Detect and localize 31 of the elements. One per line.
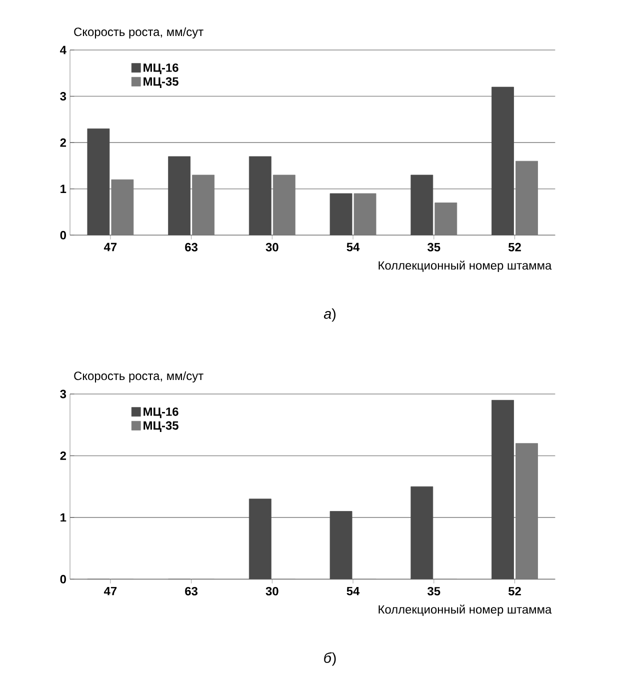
x-tick-label: 30 xyxy=(266,242,278,252)
y-tick-label: 0 xyxy=(60,230,66,240)
y-tick-label: 2 xyxy=(60,452,66,460)
legend-label: МЦ-35 xyxy=(144,421,178,432)
y-tick-label: 3 xyxy=(60,92,66,101)
x-tick-label: 63 xyxy=(185,586,198,596)
y-tick-label: 4 xyxy=(60,46,66,54)
legend-label: МЦ-35 xyxy=(144,77,178,88)
x-tick-label: 54 xyxy=(346,242,360,252)
text: б) xyxy=(324,652,336,666)
legend-label: МЦ-16 xyxy=(144,407,178,418)
x-tick-label: 47 xyxy=(104,242,117,252)
y-tick-label: 1 xyxy=(60,513,66,522)
x-tick-label: 52 xyxy=(508,586,521,596)
y-tick-label: 1 xyxy=(60,184,66,193)
x-axis-title: Коллекционный номер штамма xyxy=(378,604,552,616)
text: а) xyxy=(324,308,336,322)
y-tick-label: 2 xyxy=(60,138,66,147)
y-tick-label: 0 xyxy=(60,574,66,584)
y-axis-title: Скорость роста, мм/сут xyxy=(74,27,204,38)
x-tick-label: 52 xyxy=(508,242,521,252)
x-tick-label: 30 xyxy=(266,586,278,596)
legend-label: МЦ-16 xyxy=(144,63,178,74)
y-tick-label: 3 xyxy=(60,390,66,398)
y-axis-title: Скорость роста, мм/сут xyxy=(74,371,204,382)
x-tick-label: 47 xyxy=(104,586,117,596)
x-tick-label: 35 xyxy=(428,242,440,252)
x-tick-label: 54 xyxy=(346,586,360,596)
x-axis-title: Коллекционный номер штамма xyxy=(378,260,552,272)
x-tick-label: 63 xyxy=(185,242,198,252)
x-tick-label: 35 xyxy=(428,586,440,596)
